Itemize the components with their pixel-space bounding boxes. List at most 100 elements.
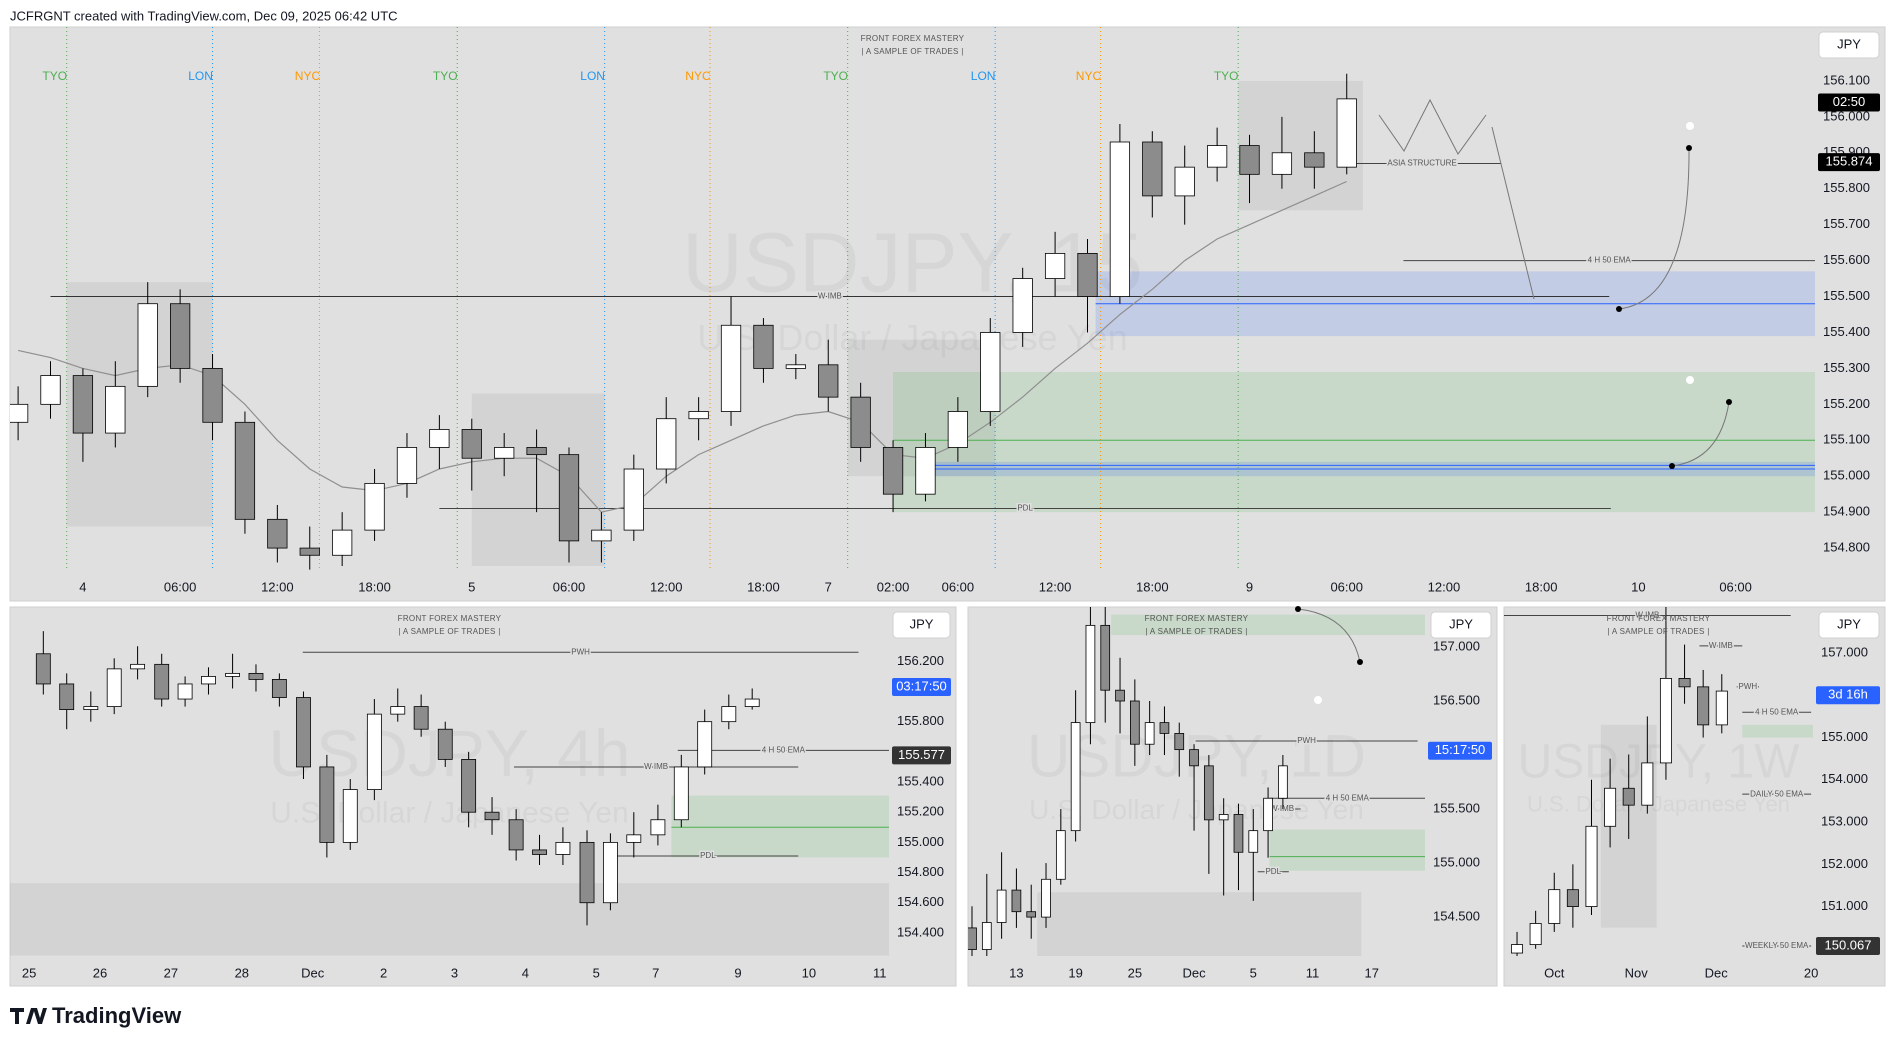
watermark-symbol: USDJPY, 15 — [682, 215, 1143, 309]
y-tick-label: 155.500 — [1823, 288, 1870, 303]
candle-body — [532, 849, 547, 855]
x-tick-label: Oct — [1544, 965, 1565, 980]
candle-body — [968, 927, 977, 950]
y-tick-label: 151.000 — [1821, 898, 1868, 913]
y-tick-label: 155.000 — [1823, 468, 1870, 483]
candle-body — [1044, 252, 1066, 279]
candle-body — [996, 889, 1007, 923]
session-label: NYC — [685, 69, 711, 83]
level-label: W IMB — [818, 292, 842, 301]
x-tick-label: Dec — [301, 965, 325, 980]
candle-body — [1336, 98, 1357, 168]
currency-label[interactable]: JPY — [1449, 616, 1473, 631]
candle-body — [623, 468, 644, 531]
candle-body — [1159, 722, 1170, 734]
candle-body — [396, 447, 418, 484]
currency-button[interactable] — [1818, 611, 1880, 639]
chart-subtitle: | A SAMPLE OF TRADES | — [1607, 627, 1709, 636]
currency-label[interactable]: JPY — [1837, 36, 1861, 51]
x-tick-label: 5 — [1250, 965, 1257, 980]
projection-dot — [1616, 306, 1622, 312]
session-label: LON — [580, 69, 605, 83]
currency-label[interactable]: JPY — [1837, 616, 1861, 631]
y-tick-label: 156.000 — [1823, 108, 1870, 123]
y-tick-label: 155.600 — [1823, 252, 1870, 267]
candle-body — [1566, 889, 1579, 907]
level-label: WEEKLY 50 EMA — [1745, 941, 1809, 950]
candle-body — [1263, 797, 1273, 832]
x-tick-label: 5 — [468, 579, 475, 594]
price-tag — [1816, 936, 1880, 955]
x-tick-label: 06:00 — [1719, 579, 1752, 594]
candle-body — [1085, 624, 1096, 724]
currency-button[interactable] — [892, 611, 951, 639]
level-label: PDL — [700, 851, 716, 860]
plot-area: USDJPY, 4hU.S. Dollar / Japanese YenPWH4… — [10, 631, 889, 956]
x-tick-label: 18:00 — [747, 579, 780, 594]
y-tick-label: 155.800 — [897, 713, 944, 728]
candle-body — [1204, 765, 1214, 821]
candle-body — [72, 375, 94, 434]
candle-body — [850, 396, 871, 448]
candle-body — [319, 766, 335, 843]
currency-label[interactable]: JPY — [910, 616, 934, 631]
price-tag — [892, 746, 951, 765]
candle-body — [558, 454, 580, 542]
x-tick-label: 3 — [451, 965, 458, 980]
watermark-description: U.S. Dollar / Japanese Yen — [1527, 791, 1790, 816]
y-tick-label: 154.800 — [1823, 540, 1870, 555]
x-tick-label: 18:00 — [1525, 579, 1558, 594]
candle-body — [342, 789, 358, 843]
candle-body — [1697, 686, 1710, 726]
level-label: DAILY 50 EMA — [1750, 789, 1804, 798]
x-tick-label: 4 — [79, 579, 86, 594]
marker — [1314, 696, 1322, 704]
currency-button[interactable] — [1818, 31, 1880, 59]
candle-body — [1144, 722, 1155, 745]
level-label: PWH — [571, 647, 590, 656]
candle-body — [83, 706, 99, 711]
candle-body — [555, 841, 571, 855]
y-tick-label: 154.000 — [1821, 771, 1868, 786]
level-label: ASIA STRUCTURE — [1387, 159, 1456, 168]
candle-body — [1511, 944, 1524, 954]
header-text: JCFRGNT created with TradingView.com, De… — [10, 8, 398, 23]
projection-dot — [1686, 145, 1692, 151]
y-tick-label: 154.400 — [897, 924, 944, 939]
chart-subtitle: | A SAMPLE OF TRADES | — [398, 627, 500, 636]
candle-body — [461, 429, 482, 459]
candle-body — [366, 713, 382, 790]
candle-body — [170, 303, 191, 369]
y-tick-label: 155.200 — [1823, 396, 1870, 411]
candle-body — [650, 819, 666, 836]
session-label: TYO — [433, 69, 458, 83]
candle-body — [40, 375, 61, 405]
x-tick-label: 20 — [1804, 965, 1818, 980]
y-tick-label: 154.800 — [897, 864, 944, 879]
zone — [1269, 829, 1425, 871]
watermark-description: U.S. Dollar / Japanese Yen — [1029, 794, 1364, 825]
candle-body — [271, 679, 287, 698]
level-label: PWH — [1739, 682, 1758, 691]
candle-body — [721, 706, 737, 723]
x-tick-label: 26 — [93, 965, 107, 980]
zone — [893, 371, 1815, 513]
x-tick-label: 12:00 — [1039, 579, 1072, 594]
panel-background — [9, 26, 1886, 602]
y-tick-label: 155.300 — [1823, 360, 1870, 375]
currency-button[interactable] — [1430, 611, 1492, 639]
candle-body — [1622, 787, 1635, 806]
price-tag — [1818, 153, 1880, 172]
y-tick-label: 155.200 — [897, 804, 944, 819]
candle-body — [10, 403, 29, 423]
y-tick-label: 155.000 — [1433, 855, 1480, 870]
session-label: NYC — [295, 69, 321, 83]
candle-body — [673, 766, 689, 821]
brand-name: TradingView — [52, 1003, 182, 1028]
session-label: LON — [971, 69, 996, 83]
candle-body — [106, 668, 122, 707]
candle-body — [656, 418, 677, 470]
candle-body — [785, 364, 806, 369]
candle-body — [1070, 722, 1081, 832]
